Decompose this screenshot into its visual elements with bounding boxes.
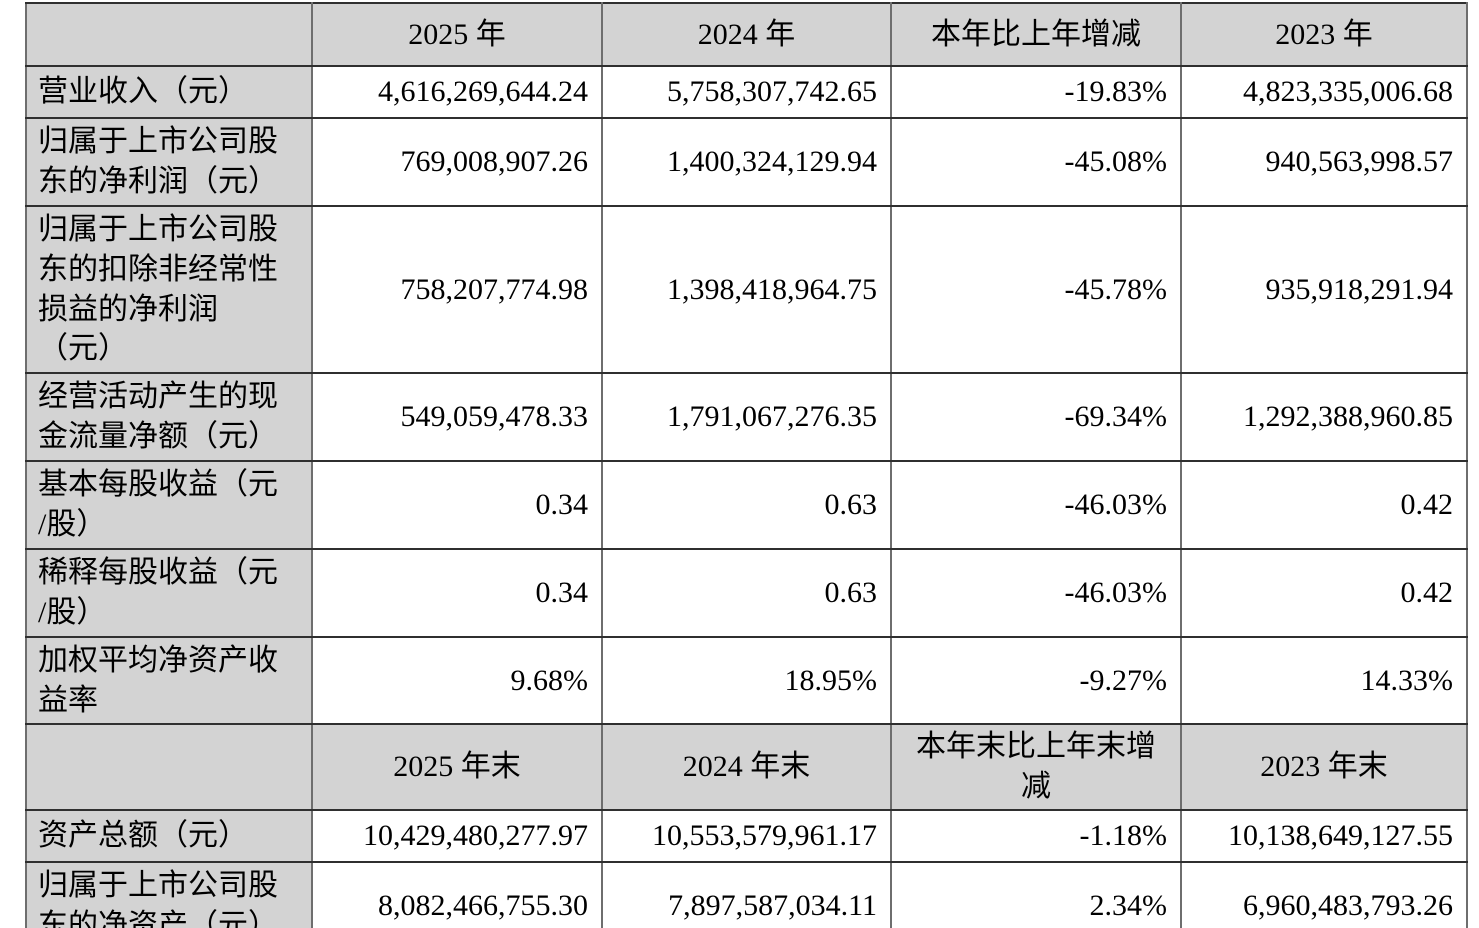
corner-cell [25, 723, 313, 812]
table-row-total-assets: 资产总额（元） 10,429,480,277.97 10,553,579,961… [25, 809, 1468, 864]
metric-value: 0.42 [1180, 460, 1468, 550]
column-header-2023: 2023 年 [1180, 2, 1468, 67]
metric-label: 基本每股收益（元 /股） [25, 460, 313, 550]
table-row-net-assets: 归属于上市公司股 东的净资产（元） 8,082,466,755.30 7,897… [25, 861, 1468, 928]
column-header-2025-end: 2025 年末 [311, 723, 603, 812]
table-row-net-profit: 归属于上市公司股 东的净利润（元） 769,008,907.26 1,400,3… [25, 117, 1468, 207]
metric-value: -1.18% [890, 809, 1182, 864]
metric-label: 归属于上市公司股 东的扣除非经常性 损益的净利润 （元） [25, 204, 313, 375]
metric-value: -69.34% [890, 372, 1182, 463]
column-header-2025: 2025 年 [311, 2, 603, 67]
metric-value: -45.08% [890, 117, 1182, 207]
metric-label: 加权平均净资产收 益率 [25, 635, 313, 726]
column-header-2023-end: 2023 年末 [1180, 723, 1468, 812]
metric-value: 10,429,480,277.97 [311, 809, 603, 864]
metric-value: -19.83% [890, 65, 1182, 119]
metric-value: -9.27% [890, 635, 1182, 726]
year-end-header-row: 2025 年末 2024 年末 本年末比上年末增 减 2023 年末 [25, 723, 1468, 812]
metric-value: 18.95% [601, 635, 892, 726]
table-row-weighted-avg-roe: 加权平均净资产收 益率 9.68% 18.95% -9.27% 14.33% [25, 635, 1468, 726]
annual-header-row: 2025 年 2024 年 本年比上年增减 2023 年 [25, 2, 1468, 67]
metric-value: 1,400,324,129.94 [601, 117, 892, 207]
column-header-2024: 2024 年 [601, 2, 892, 67]
metric-value: 940,563,998.57 [1180, 117, 1468, 207]
table-row-operating-cash-flow: 经营活动产生的现 金流量净额（元） 549,059,478.33 1,791,0… [25, 372, 1468, 463]
metric-label: 资产总额（元） [25, 809, 313, 864]
metric-value: 0.34 [311, 547, 603, 638]
column-header-yoy-change: 本年比上年增减 [890, 2, 1182, 67]
metric-value: 0.63 [601, 460, 892, 550]
metric-value: 7,897,587,034.11 [601, 861, 892, 928]
metric-label: 营业收入（元） [25, 65, 313, 119]
corner-cell [25, 2, 313, 67]
metric-value: 4,616,269,644.24 [311, 65, 603, 119]
metric-value: -46.03% [890, 547, 1182, 638]
metric-label: 稀释每股收益（元 /股） [25, 547, 313, 638]
metric-value: 10,138,649,127.55 [1180, 809, 1468, 864]
metric-value: 0.42 [1180, 547, 1468, 638]
table-row-deducted-net-profit: 归属于上市公司股 东的扣除非经常性 损益的净利润 （元） 758,207,774… [25, 204, 1468, 375]
metric-value: 4,823,335,006.68 [1180, 65, 1468, 119]
metric-value: 935,918,291.94 [1180, 204, 1468, 375]
column-header-2024-end: 2024 年末 [601, 723, 892, 812]
metric-label: 经营活动产生的现 金流量净额（元） [25, 372, 313, 463]
metric-value: 6,960,483,793.26 [1180, 861, 1468, 928]
metric-value: 1,398,418,964.75 [601, 204, 892, 375]
column-header-yoy-end-change: 本年末比上年末增 减 [890, 723, 1182, 812]
metric-value: 769,008,907.26 [311, 117, 603, 207]
metric-value: 2.34% [890, 861, 1182, 928]
metric-value: 0.34 [311, 460, 603, 550]
table-row-basic-eps: 基本每股收益（元 /股） 0.34 0.63 -46.03% 0.42 [25, 460, 1468, 550]
metric-value: 8,082,466,755.30 [311, 861, 603, 928]
financial-summary-table: 2025 年 2024 年 本年比上年增减 2023 年 营业收入（元） 4,6… [25, 2, 1468, 928]
metric-value: 758,207,774.98 [311, 204, 603, 375]
table-row-revenue: 营业收入（元） 4,616,269,644.24 5,758,307,742.6… [25, 65, 1468, 119]
metric-value: 10,553,579,961.17 [601, 809, 892, 864]
metric-value: 1,292,388,960.85 [1180, 372, 1468, 463]
metric-value: -45.78% [890, 204, 1182, 375]
metric-value: 9.68% [311, 635, 603, 726]
metric-label: 归属于上市公司股 东的净资产（元） [25, 861, 313, 928]
metric-value: 14.33% [1180, 635, 1468, 726]
metric-value: 5,758,307,742.65 [601, 65, 892, 119]
metric-value: 1,791,067,276.35 [601, 372, 892, 463]
metric-label: 归属于上市公司股 东的净利润（元） [25, 117, 313, 207]
metric-value: 0.63 [601, 547, 892, 638]
metric-value: 549,059,478.33 [311, 372, 603, 463]
metric-value: -46.03% [890, 460, 1182, 550]
table-row-diluted-eps: 稀释每股收益（元 /股） 0.34 0.63 -46.03% 0.42 [25, 547, 1468, 638]
